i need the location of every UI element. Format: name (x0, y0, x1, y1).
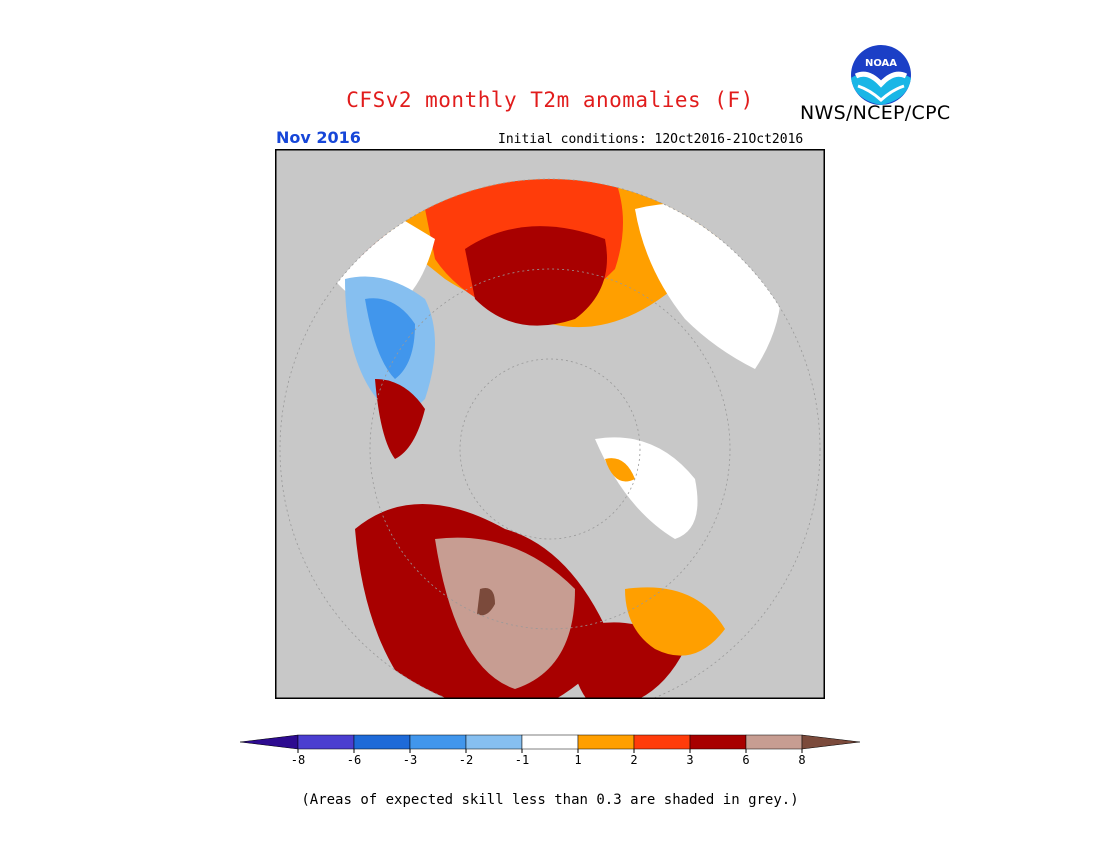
colorbar-segment (409, 734, 467, 750)
agency-label: NWS/NCEP/CPC (800, 102, 951, 124)
noaa-logo-text: NOAA (865, 58, 897, 69)
initial-conditions: Initial conditions: 12Oct2016-21Oct2016 (498, 132, 804, 147)
colorbar-segment (521, 734, 579, 750)
anomaly-colorbar: -8 -6 -3 -2 -1 1 2 3 6 8 (239, 734, 861, 767)
colorbar-segment (353, 734, 411, 750)
noaa-logo: NOAA (849, 43, 913, 107)
polar-anomaly-map (275, 149, 825, 699)
colorbar-segment (689, 734, 747, 750)
warm-anomaly-tan (435, 537, 575, 689)
colorbar-tick-label: -2 (459, 753, 473, 767)
colorbar-tick-label: 8 (798, 753, 805, 767)
colorbar-tick-label: 6 (742, 753, 749, 767)
colorbar-arrow-high (801, 734, 861, 750)
colorbar-tick-label: 3 (686, 753, 693, 767)
skill-note: (Areas of expected skill less than 0.3 a… (301, 792, 799, 808)
colorbar-tick-label: 2 (630, 753, 637, 767)
colorbar-tick-label: -1 (515, 753, 529, 767)
colorbar-arrow-low (239, 734, 299, 750)
colorbar-segment (577, 734, 635, 750)
colorbar-segment (465, 734, 523, 750)
warm-anomaly-darkred (465, 226, 607, 326)
forecast-month: Nov 2016 (276, 128, 361, 147)
map-title: CFSv2 monthly T2m anomalies (F) (346, 88, 754, 112)
colorbar-tick-label: -6 (347, 753, 361, 767)
colorbar-tick-label: -3 (403, 753, 417, 767)
colorbar-segment (633, 734, 691, 750)
colorbar-tick-label: -8 (291, 753, 305, 767)
colorbar-segment (745, 734, 803, 750)
colorbar-tick-label: 1 (574, 753, 581, 767)
colorbar-segment (297, 734, 355, 750)
extreme-warm-brown (477, 588, 495, 616)
cold-anomaly-blue (365, 298, 415, 379)
